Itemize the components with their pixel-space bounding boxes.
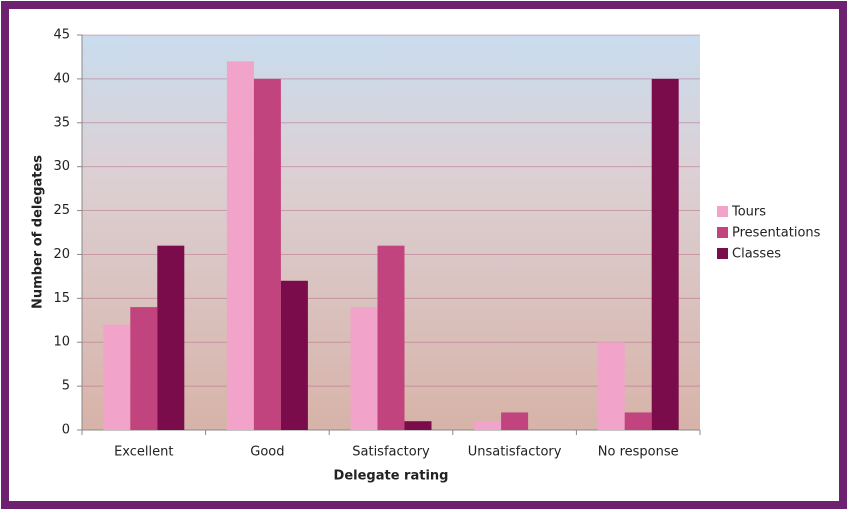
- bar: [130, 307, 158, 430]
- y-tick-label: 20: [53, 247, 70, 262]
- bar: [624, 412, 652, 430]
- bar: [597, 342, 625, 430]
- y-tick-label: 10: [53, 335, 70, 350]
- legend-label: Tours: [731, 205, 766, 220]
- legend-label: Presentations: [732, 226, 821, 241]
- legend-swatch: [717, 248, 728, 259]
- bar: [404, 421, 432, 430]
- bar: [350, 307, 378, 430]
- bar: [226, 61, 254, 430]
- x-tick-label: Satisfactory: [352, 445, 430, 460]
- y-tick-label: 15: [53, 291, 70, 306]
- bar: [651, 78, 679, 430]
- x-tick-label: Excellent: [114, 445, 173, 460]
- bar: [253, 78, 281, 430]
- y-tick-label: 35: [53, 115, 70, 130]
- x-axis-title: Delegate rating: [334, 469, 449, 484]
- y-tick-label: 5: [62, 379, 70, 394]
- y-tick-label: 45: [53, 28, 70, 43]
- bar: [103, 324, 131, 430]
- bar: [501, 412, 529, 430]
- y-tick-label: 25: [53, 203, 70, 218]
- x-tick-label: Unsatisfactory: [468, 445, 562, 460]
- y-tick-label: 40: [53, 71, 70, 86]
- bar: [280, 280, 308, 430]
- bar: [377, 245, 405, 430]
- y-tick-label: 30: [53, 159, 70, 174]
- legend-swatch: [717, 227, 728, 238]
- y-axis-title: Number of delegates: [31, 155, 46, 309]
- bar: [157, 245, 185, 430]
- x-tick-label: No response: [598, 445, 679, 460]
- x-tick-label: Good: [250, 445, 284, 460]
- legend-swatch: [717, 206, 728, 217]
- legend-label: Classes: [732, 247, 781, 262]
- bar: [474, 421, 502, 430]
- y-tick-label: 0: [62, 423, 70, 438]
